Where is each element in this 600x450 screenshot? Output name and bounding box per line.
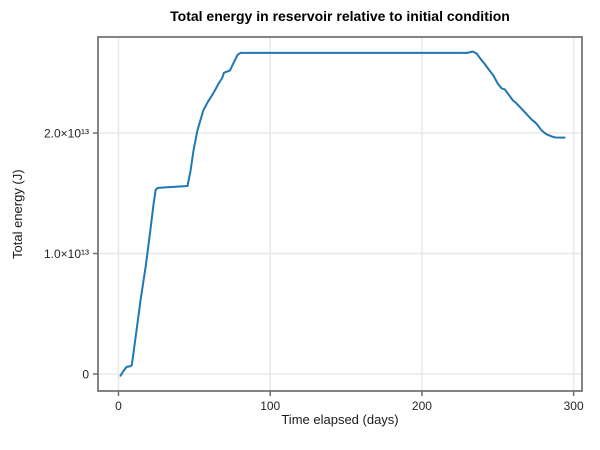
energy-line — [119, 50, 566, 377]
chart-title: Total energy in reservoir relative to in… — [170, 8, 510, 24]
y-tick-label: 0 — [82, 368, 89, 382]
axes-frame — [97, 36, 583, 392]
y-tick-label: 1.0×10¹³ — [44, 247, 89, 261]
x-tick-label: 300 — [564, 399, 584, 413]
x-tick-label: 100 — [260, 399, 280, 413]
x-tick-label: 0 — [115, 399, 122, 413]
y-tick-label: 2.0×10¹³ — [44, 127, 89, 141]
x-tick-label: 200 — [412, 399, 432, 413]
x-axis-label: Time elapsed (days) — [281, 412, 399, 427]
